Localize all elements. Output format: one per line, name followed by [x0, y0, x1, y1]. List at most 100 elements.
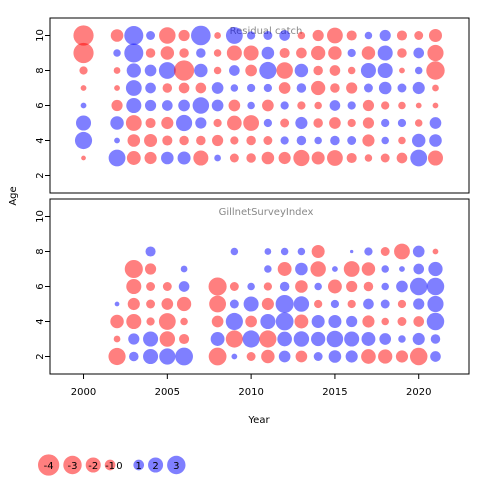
bubble: [414, 119, 423, 127]
bubble: [180, 317, 188, 326]
bubble: [245, 64, 257, 77]
bubble: [124, 25, 144, 46]
bubble: [297, 247, 306, 256]
bubble: [195, 82, 207, 94]
bubble: [162, 83, 173, 93]
bubble: [413, 263, 425, 275]
bubble: [310, 261, 326, 277]
bubble: [410, 149, 428, 167]
bubble: [194, 63, 208, 78]
y-tick-label: 6: [35, 283, 46, 289]
y-tick-label: 10: [35, 210, 46, 223]
bubble: [363, 281, 374, 292]
bubble: [380, 153, 390, 163]
bubble: [314, 282, 322, 291]
bubble: [114, 85, 120, 91]
bubble: [361, 349, 376, 364]
bubble: [426, 61, 445, 80]
legend: -4 -3 -2 -1 0 1 2 3: [38, 454, 186, 476]
bubble: [377, 62, 393, 79]
bubble: [344, 331, 360, 347]
bubble: [396, 280, 408, 293]
bubble: [397, 118, 407, 128]
bubble: [280, 136, 289, 145]
bubble: [363, 298, 374, 310]
bubble: [225, 312, 243, 331]
bubble: [297, 31, 306, 40]
bubble: [211, 315, 224, 328]
x-tick-label: 2020: [406, 387, 431, 398]
bubble: [380, 299, 390, 309]
bubble: [328, 350, 342, 363]
bubble: [293, 296, 310, 312]
bubble: [429, 117, 442, 129]
bubble: [362, 134, 375, 147]
legend-swatch: [148, 457, 164, 473]
panel-gillnet-survey-index: GillnetSurveyIndex 2 4 6 8 10: [35, 198, 470, 375]
bubble: [412, 81, 425, 95]
bubble: [126, 313, 142, 330]
bubble: [428, 28, 443, 43]
bubble: [277, 262, 292, 276]
bubble: [211, 82, 224, 94]
bubble: [313, 65, 323, 76]
bubble: [195, 117, 207, 129]
bubble: [179, 48, 189, 58]
legend-label: 2: [152, 461, 158, 472]
bubble: [229, 65, 240, 76]
bubble: [125, 80, 142, 96]
bubble: [209, 295, 227, 313]
bubble: [124, 43, 144, 63]
bubble: [347, 66, 356, 75]
bubble: [263, 83, 272, 93]
bubble: [126, 151, 141, 165]
bubble: [327, 279, 342, 294]
bubble: [378, 81, 392, 95]
bubble: [294, 314, 309, 329]
bubble: [80, 85, 87, 91]
bubble: [432, 84, 439, 92]
bubble: [162, 100, 173, 111]
bubble: [413, 316, 425, 327]
bubble: [381, 282, 389, 291]
bubble: [362, 315, 375, 328]
bubble: [311, 151, 325, 165]
bubble: [111, 99, 123, 112]
bubble: [295, 116, 308, 130]
bubble: [275, 312, 294, 331]
bubble: [413, 298, 425, 310]
legend-swatch: [85, 457, 101, 473]
bubble: [213, 66, 222, 75]
bubble: [178, 29, 190, 42]
bubble: [114, 137, 120, 144]
panel-title: GillnetSurveyIndex: [219, 207, 314, 218]
bubble: [279, 47, 290, 59]
bubble: [280, 101, 289, 110]
bubble: [311, 314, 325, 329]
bubble: [144, 99, 157, 112]
bubble: [427, 150, 444, 166]
bubble: [346, 30, 357, 41]
bubble: [261, 151, 275, 165]
bubble: [80, 102, 87, 109]
bubble: [161, 298, 174, 310]
bubble: [177, 151, 191, 165]
bubble: [110, 314, 124, 329]
bubble: [128, 333, 140, 345]
bubble: [278, 82, 291, 94]
bubble: [114, 301, 120, 307]
bubble: [81, 155, 86, 161]
bubble: [246, 352, 256, 361]
bubble: [113, 49, 121, 57]
bubble: [144, 151, 157, 165]
bubble: [178, 99, 190, 112]
bubble: [263, 31, 273, 40]
bubble: [347, 118, 356, 128]
bubble: [144, 133, 158, 148]
bubble: [225, 330, 243, 348]
bubble: [398, 335, 406, 343]
bubble: [113, 67, 121, 74]
bubble: [211, 99, 224, 112]
bubble: [213, 118, 222, 128]
bubble: [228, 99, 241, 112]
